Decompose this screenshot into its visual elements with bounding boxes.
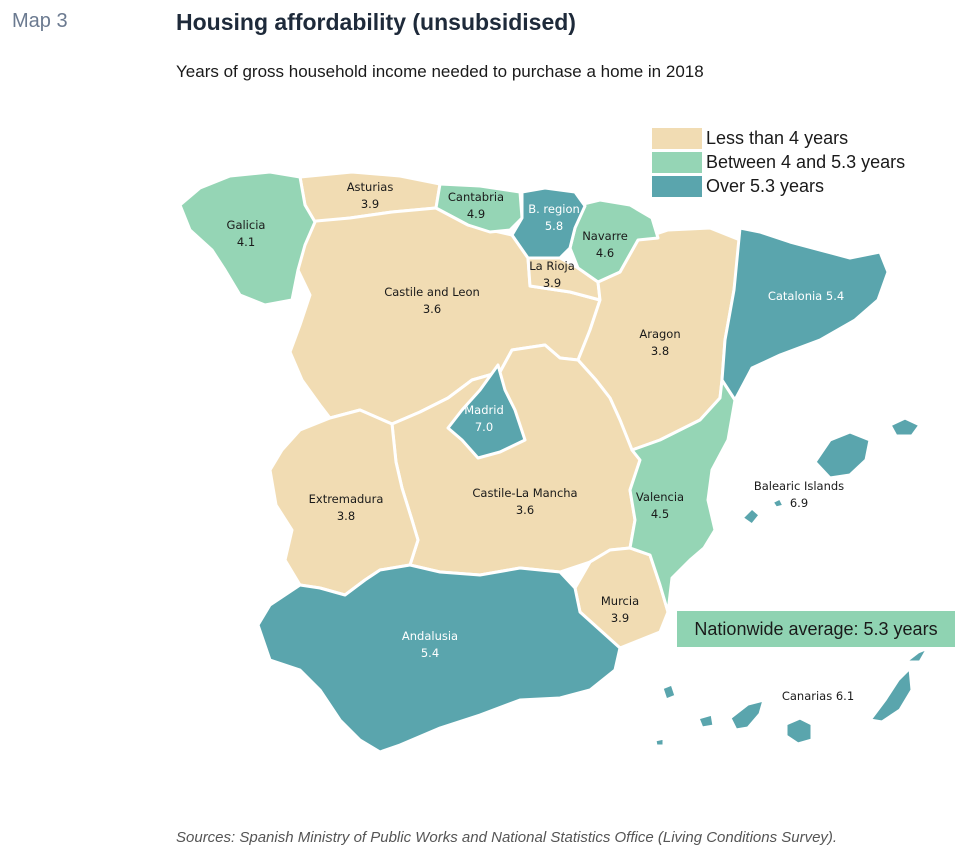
region-galicia xyxy=(178,170,317,307)
label-murcia-name: Murcia xyxy=(601,594,639,608)
label-galicia-value: 4.1 xyxy=(237,235,255,249)
legend-label-high: Over 5.3 years xyxy=(706,175,825,196)
region-andalusia xyxy=(256,563,622,754)
label-madrid-name: Madrid xyxy=(464,403,504,417)
legend-swatch-low xyxy=(652,127,702,149)
label-galicia-name: Galicia xyxy=(227,218,266,232)
label-aragon-value: 3.8 xyxy=(651,344,669,358)
map-number-label: Map 3 xyxy=(12,10,68,32)
region-valencia xyxy=(628,378,737,614)
label-castile_leon-value: 3.6 xyxy=(423,302,441,316)
legend-item-low: Less than 4 years xyxy=(652,127,848,149)
region-canarias xyxy=(653,646,930,748)
label-andalusia-value: 5.4 xyxy=(421,646,439,660)
label-aragon-name: Aragon xyxy=(639,327,680,341)
region-extremadura xyxy=(268,408,420,597)
label-catalonia: Catalonia 5.4 xyxy=(768,289,844,303)
label-navarre-value: 4.6 xyxy=(596,246,614,260)
label-cantabria-value: 4.9 xyxy=(467,207,485,221)
region-basque xyxy=(510,186,587,260)
region-cantabria xyxy=(434,182,524,234)
label-navarre-name: Navarre xyxy=(582,229,628,243)
label-asturias-name: Asturias xyxy=(347,180,394,194)
legend-swatch-high xyxy=(652,175,702,197)
legend-label-mid: Between 4 and 5.3 years xyxy=(706,151,906,172)
region-balearic xyxy=(740,416,922,527)
label-canarias: Canarias 6.1 xyxy=(782,689,854,703)
source-note: Sources: Spanish Ministry of Public Work… xyxy=(176,829,838,846)
label-basque-value: 5.8 xyxy=(545,219,563,233)
label-rioja-value: 3.9 xyxy=(543,276,561,290)
region-madrid xyxy=(446,363,527,460)
label-andalusia-name: Andalusia xyxy=(402,629,458,643)
label-asturias-value: 3.9 xyxy=(361,197,379,211)
label-valencia-name: Valencia xyxy=(636,490,684,504)
label-castile_mancha-value: 3.6 xyxy=(516,503,534,517)
region-catalonia xyxy=(720,226,890,402)
legend-item-mid: Between 4 and 5.3 years xyxy=(652,151,905,173)
label-extremadura-name: Extremadura xyxy=(309,492,384,506)
label-castile_leon-name: Castile and Leon xyxy=(384,285,480,299)
page-subtitle: Years of gross household income needed t… xyxy=(176,62,704,81)
nationwide-average-box: Nationwide average: 5.3 years xyxy=(677,611,955,647)
legend-label-low: Less than 4 years xyxy=(706,127,849,148)
legend-item-high: Over 5.3 years xyxy=(652,175,824,197)
label-extremadura-value: 3.8 xyxy=(337,509,355,523)
label-murcia-value: 3.9 xyxy=(611,611,629,625)
label-basque-name: B. region xyxy=(528,202,580,216)
label-castile_mancha-name: Castile-La Mancha xyxy=(472,486,577,500)
page-title: Housing affordability (unsubsidised) xyxy=(176,9,576,35)
label-balearic-name: Balearic Islands xyxy=(754,479,844,493)
legend-swatch-mid xyxy=(652,151,702,173)
label-balearic-value: 6.9 xyxy=(790,496,808,510)
label-cantabria-name: Cantabria xyxy=(448,190,504,204)
label-valencia-value: 4.5 xyxy=(651,507,669,521)
label-rioja-name: La Rioja xyxy=(529,259,575,273)
label-madrid-value: 7.0 xyxy=(475,420,493,434)
